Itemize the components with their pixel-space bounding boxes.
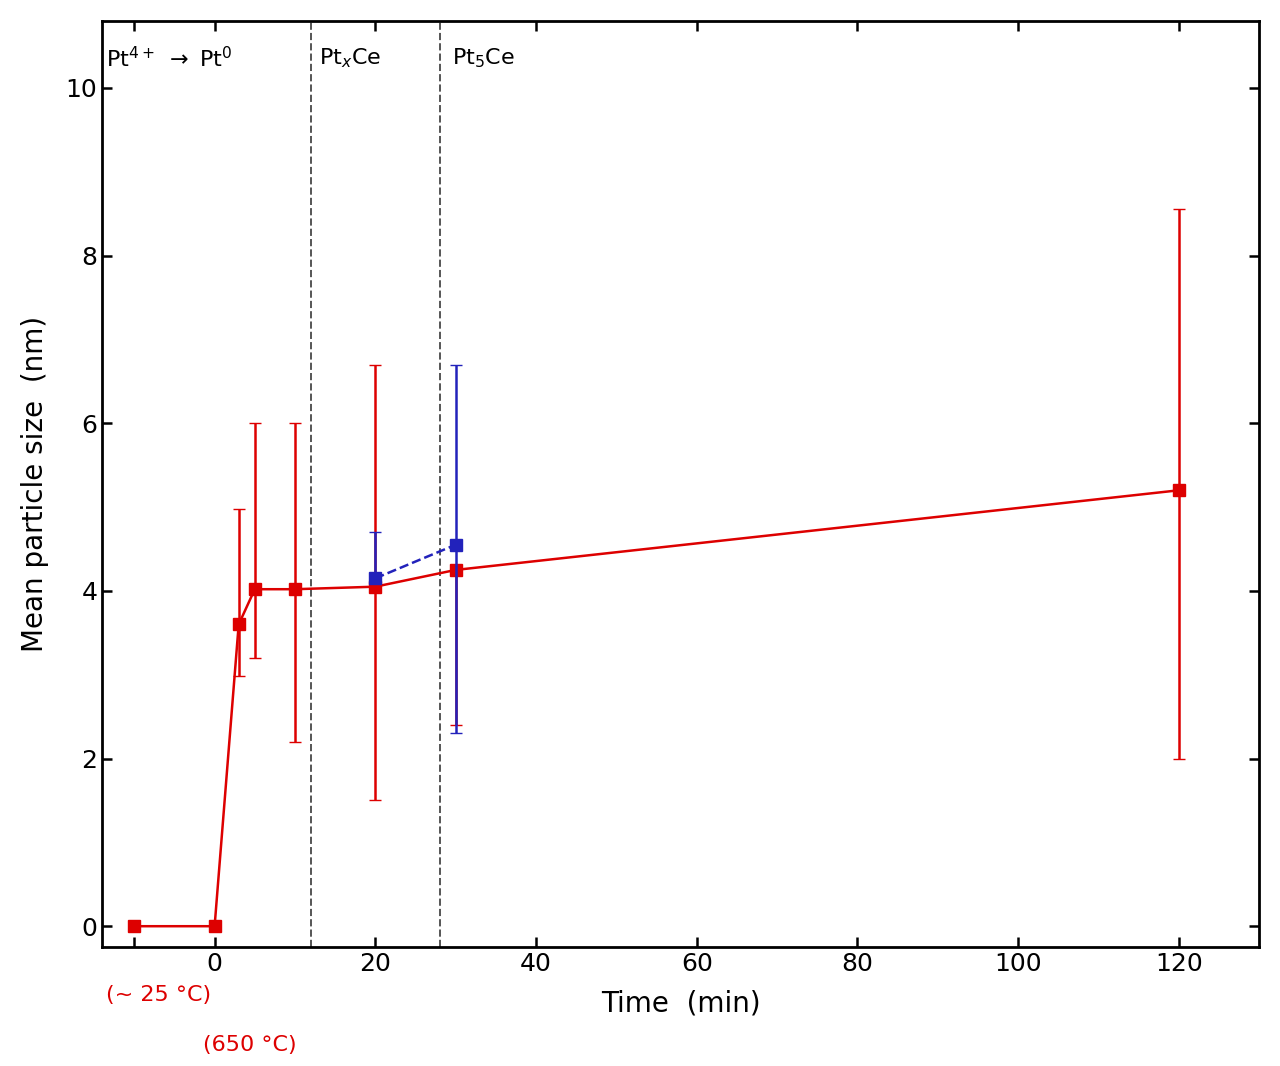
Text: Pt$_5$Ce: Pt$_5$Ce [452,46,515,69]
X-axis label: Time  (min): Time (min) [600,990,760,1018]
Y-axis label: Mean particle size  (nm): Mean particle size (nm) [20,316,49,652]
Text: (~ 25 °C): (~ 25 °C) [106,985,211,1005]
Text: Pt$^{4+}$ $\rightarrow$ Pt$^{0}$: Pt$^{4+}$ $\rightarrow$ Pt$^{0}$ [106,46,233,71]
Text: Pt$_x$Ce: Pt$_x$Ce [319,46,381,69]
Text: (650 °C): (650 °C) [202,1035,296,1055]
